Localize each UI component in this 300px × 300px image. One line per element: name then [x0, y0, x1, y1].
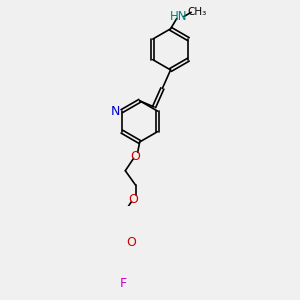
Text: HN: HN — [170, 10, 188, 23]
Text: N: N — [111, 105, 120, 118]
Text: O: O — [127, 236, 136, 249]
Text: O: O — [129, 193, 139, 206]
Text: CH₃: CH₃ — [188, 7, 207, 17]
Text: O: O — [131, 150, 140, 163]
Text: F: F — [120, 278, 127, 290]
